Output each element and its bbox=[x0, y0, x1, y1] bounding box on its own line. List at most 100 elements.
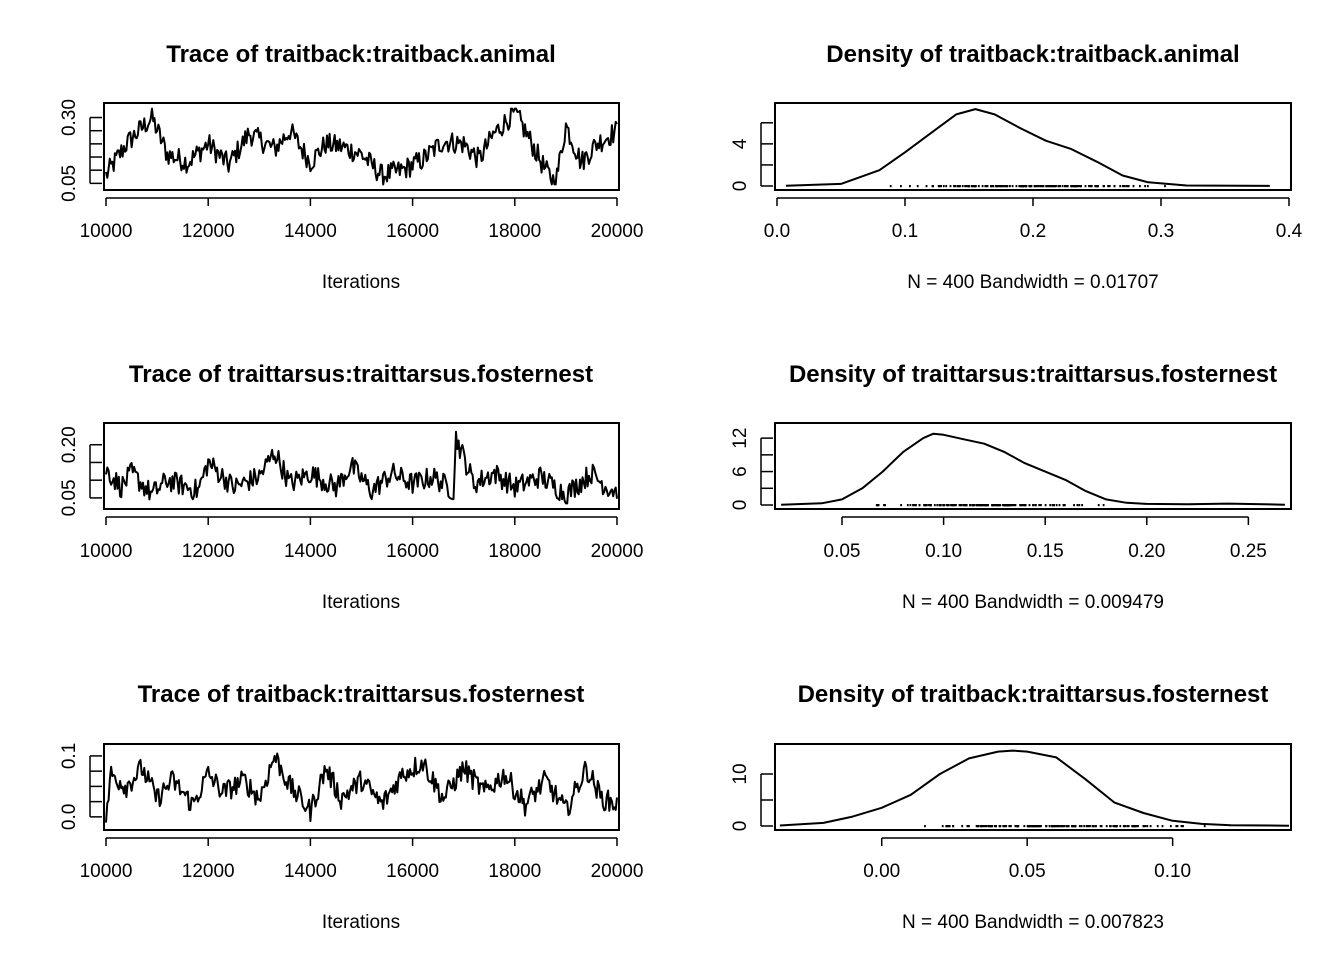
rug-point bbox=[953, 185, 955, 188]
x-tick-label: 0.0 bbox=[764, 221, 790, 242]
rug-point bbox=[1046, 185, 1049, 188]
x-tick-label: 18000 bbox=[488, 861, 541, 882]
panel-title: Trace of traitback:traittarsus.fosternes… bbox=[138, 681, 585, 708]
rug-point bbox=[1036, 185, 1038, 188]
x-tick-label: 10000 bbox=[80, 541, 133, 562]
rug-point bbox=[977, 185, 980, 188]
rug-point bbox=[973, 185, 976, 188]
rug-point bbox=[1121, 185, 1124, 188]
y-tick-label: 12 bbox=[730, 428, 751, 449]
rug-point bbox=[924, 504, 927, 507]
rug-point bbox=[1112, 825, 1115, 828]
rug-point bbox=[1018, 185, 1021, 188]
x-tick-label: 14000 bbox=[284, 861, 337, 882]
rug-point bbox=[983, 504, 986, 507]
x-axis-label: Iterations bbox=[322, 592, 400, 613]
rug-point bbox=[943, 504, 946, 507]
rug-point bbox=[947, 504, 950, 507]
rug-point bbox=[980, 825, 983, 828]
rug-point bbox=[1034, 185, 1036, 188]
series-line bbox=[105, 430, 618, 505]
rug-point bbox=[1126, 185, 1129, 188]
rug-point bbox=[945, 825, 948, 828]
rug-point bbox=[1164, 185, 1166, 188]
rug-point bbox=[918, 504, 921, 507]
rug-point bbox=[1051, 504, 1054, 507]
x-tick-label: 20000 bbox=[591, 861, 644, 882]
panel-title: Density of traitback:traittarsus.fostern… bbox=[798, 681, 1269, 708]
rug-points bbox=[875, 504, 1105, 507]
rug-point bbox=[972, 504, 975, 507]
rug-point bbox=[959, 185, 961, 188]
rug-point bbox=[1088, 185, 1090, 188]
rug-point bbox=[1048, 825, 1051, 828]
rug-point bbox=[1002, 185, 1005, 188]
rug-point bbox=[1051, 825, 1053, 828]
rug-point bbox=[1135, 825, 1138, 828]
rug-point bbox=[993, 825, 996, 828]
rug-point bbox=[945, 185, 948, 188]
rug-point bbox=[1175, 825, 1178, 828]
rug-point bbox=[996, 185, 999, 188]
panel-title: Density of traitback:traitback.animal bbox=[826, 41, 1239, 68]
x-axis-label: Iterations bbox=[322, 912, 400, 933]
rug-point bbox=[984, 825, 987, 828]
rug-point bbox=[1049, 185, 1051, 188]
rug-point bbox=[1035, 825, 1038, 828]
rug-point bbox=[998, 504, 1001, 507]
rug-point bbox=[884, 504, 886, 507]
rug-point bbox=[965, 185, 968, 188]
rug-point bbox=[974, 185, 977, 188]
rug-point bbox=[993, 504, 996, 507]
rug-point bbox=[980, 504, 983, 507]
rug-point bbox=[1114, 825, 1116, 828]
rug-point bbox=[1056, 825, 1059, 828]
rug-point bbox=[1009, 504, 1012, 507]
rug-point bbox=[975, 504, 978, 507]
rug-point bbox=[1038, 504, 1041, 507]
rug-point bbox=[1063, 825, 1066, 828]
rug-point bbox=[955, 504, 957, 507]
rug-point bbox=[966, 825, 969, 828]
rug-point bbox=[913, 504, 915, 507]
x-tick-label: 0.4 bbox=[1276, 221, 1303, 242]
rug-point bbox=[1085, 825, 1088, 828]
rug-point bbox=[928, 504, 930, 507]
y-tick-label: 10 bbox=[730, 763, 751, 784]
panel-5: Trace of traitback:traittarsus.fosternes… bbox=[59, 681, 643, 933]
rug-point bbox=[1053, 504, 1055, 507]
rug-point bbox=[1024, 504, 1027, 507]
x-tick-label: 12000 bbox=[182, 541, 235, 562]
rug-point bbox=[940, 185, 942, 188]
rug-point bbox=[1137, 825, 1139, 828]
rug-point bbox=[1030, 185, 1033, 188]
rug-point bbox=[1059, 185, 1061, 188]
rug-point bbox=[1123, 185, 1126, 188]
x-tick-label: 14000 bbox=[284, 541, 337, 562]
rug-point bbox=[977, 504, 980, 507]
y-tick-label: 0.30 bbox=[59, 99, 80, 136]
rug-point bbox=[987, 504, 989, 507]
panel-title: Trace of traitback:traitback.animal bbox=[166, 41, 555, 68]
rug-point bbox=[1124, 825, 1127, 828]
rug-point bbox=[1127, 185, 1130, 188]
rug-point bbox=[1067, 825, 1070, 828]
rug-point bbox=[1078, 825, 1081, 828]
rug-point bbox=[1007, 504, 1010, 507]
x-tick-label: 0.00 bbox=[863, 861, 900, 882]
rug-point bbox=[1203, 825, 1206, 828]
x-tick-label: 0.1 bbox=[892, 221, 918, 242]
rug-point bbox=[1013, 504, 1016, 507]
rug-point bbox=[1058, 504, 1061, 507]
series-line bbox=[785, 108, 1270, 187]
rug-point bbox=[1038, 825, 1041, 828]
rug-point bbox=[1103, 185, 1105, 188]
rug-point bbox=[1055, 185, 1057, 188]
rug-point bbox=[965, 504, 968, 507]
rug-point bbox=[1025, 185, 1028, 188]
rug-point bbox=[1022, 504, 1025, 507]
rug-point bbox=[1132, 185, 1135, 188]
rug-point bbox=[1005, 185, 1007, 188]
rug-point bbox=[938, 185, 941, 188]
rug-point bbox=[941, 825, 944, 828]
